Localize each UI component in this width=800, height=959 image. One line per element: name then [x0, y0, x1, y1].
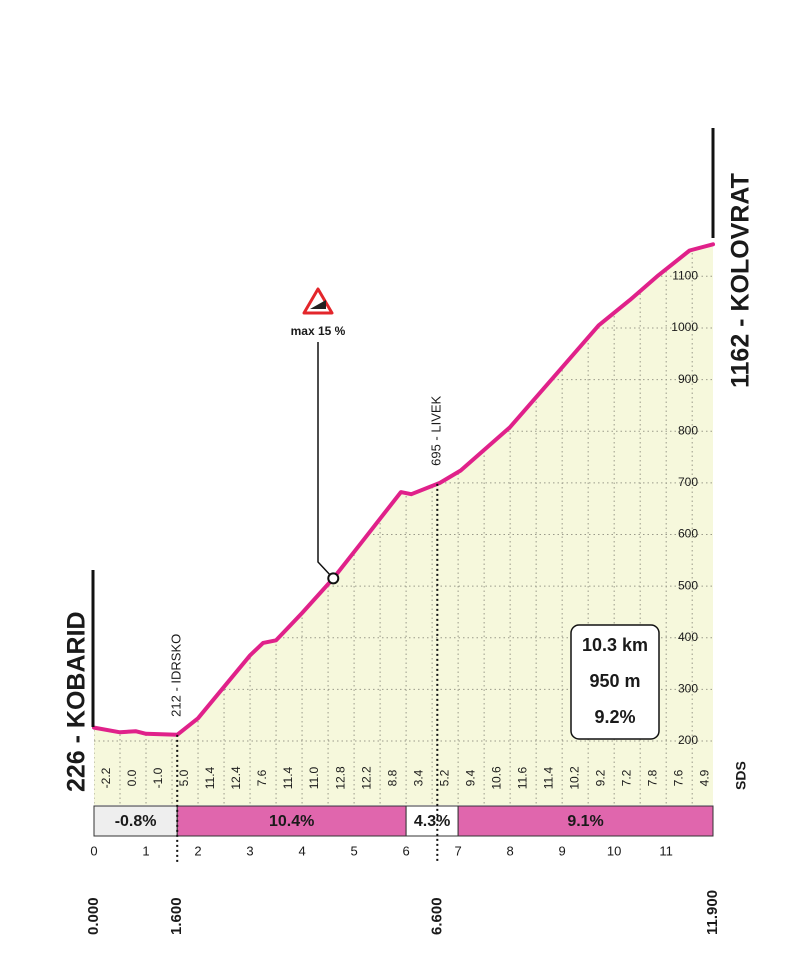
x-tick-label: 4	[298, 843, 305, 858]
y-tick-label: 900	[678, 372, 698, 386]
gradient-label: 7.2	[619, 769, 633, 786]
gradient-label: 11.4	[281, 766, 295, 789]
gradient-label: -2.2	[99, 767, 113, 788]
gradient-label: 7.6	[255, 769, 269, 786]
gradient-label: 3.4	[411, 769, 425, 786]
summary-line: 950 m	[589, 671, 640, 691]
area-fill	[94, 244, 713, 806]
summary-line: 9.2%	[594, 707, 635, 727]
gradient-label: 5.0	[177, 769, 191, 786]
gradient-label: 4.9	[697, 769, 711, 786]
max-gradient-label: max 15 %	[291, 324, 346, 338]
waypoint-distance: 6.600	[428, 897, 445, 935]
waypoint-label: 695 - LIVEK	[429, 395, 444, 465]
max-gradient-leader	[317, 342, 334, 579]
finish-distance: 11.900	[704, 890, 721, 935]
gradient-label: 5.2	[437, 769, 451, 786]
start-label: 226 - KOBARID	[63, 611, 91, 792]
gradient-label: 11.4	[541, 766, 555, 789]
start-distance: 0.000	[85, 897, 102, 935]
y-tick-label: 200	[678, 733, 698, 747]
y-tick-label: 300	[678, 682, 698, 696]
gradient-label: 7.6	[671, 769, 685, 786]
x-tick-label: 7	[455, 843, 462, 858]
finish-label: 1162 - KOLOVRAT	[727, 173, 755, 388]
x-tick-label: 0	[90, 843, 97, 858]
x-tick-label: 3	[246, 843, 253, 858]
logo: SDS	[733, 761, 749, 790]
gradient-label: 9.4	[463, 769, 477, 786]
max-gradient-point	[327, 572, 340, 585]
section-bar	[405, 805, 459, 837]
warning-triangle	[302, 287, 334, 315]
x-tick-label: 9	[559, 843, 566, 858]
x-tick-label: 1	[142, 843, 149, 858]
x-tick-label: 5	[350, 843, 357, 858]
gradient-label: 12.2	[359, 766, 373, 790]
waypoint-distance: 1.600	[168, 897, 185, 935]
section-label: 9.1%	[567, 813, 603, 830]
waypoint-label: 212 - IDRSKO	[169, 634, 184, 717]
section-bar	[93, 805, 178, 837]
gradient-label: -1.0	[151, 767, 165, 788]
gradient-label: 11.0	[307, 766, 321, 789]
x-tick-label: 8	[507, 843, 514, 858]
section-bar	[176, 805, 407, 837]
y-tick-label: 600	[678, 527, 698, 541]
gradient-label: 11.4	[203, 766, 217, 789]
gradient-label: 9.2	[593, 769, 607, 786]
summary-line: 10.3 km	[582, 635, 648, 655]
y-tick-label: 1100	[672, 268, 698, 282]
y-tick-label: 500	[678, 578, 698, 592]
gradient-label: 8.8	[385, 769, 399, 786]
y-tick-label: 1000	[671, 320, 698, 334]
summary-box	[570, 624, 660, 740]
gradient-label: 0.0	[125, 769, 139, 786]
section-label: -0.8%	[115, 813, 157, 830]
gradient-label: 12.8	[333, 766, 347, 790]
section-bar	[457, 805, 714, 837]
x-tick-label: 6	[402, 843, 409, 858]
y-tick-label: 400	[678, 630, 698, 644]
section-label: 4.3%	[414, 813, 450, 830]
gradient-label: 12.4	[229, 766, 243, 790]
x-tick-label: 10	[607, 843, 621, 858]
gradient-label: 11.6	[515, 766, 529, 789]
section-label: 10.4%	[269, 813, 314, 830]
gradient-label: 10.2	[567, 766, 581, 790]
warning-icon	[310, 300, 326, 309]
y-tick-label: 700	[678, 475, 698, 489]
gradient-label: 10.6	[489, 766, 503, 790]
gradient-label: 7.8	[645, 769, 659, 786]
x-tick-label: 2	[194, 843, 201, 858]
y-tick-label: 800	[678, 423, 698, 437]
profile-line	[92, 242, 715, 737]
x-tick-label: 11	[659, 843, 673, 858]
